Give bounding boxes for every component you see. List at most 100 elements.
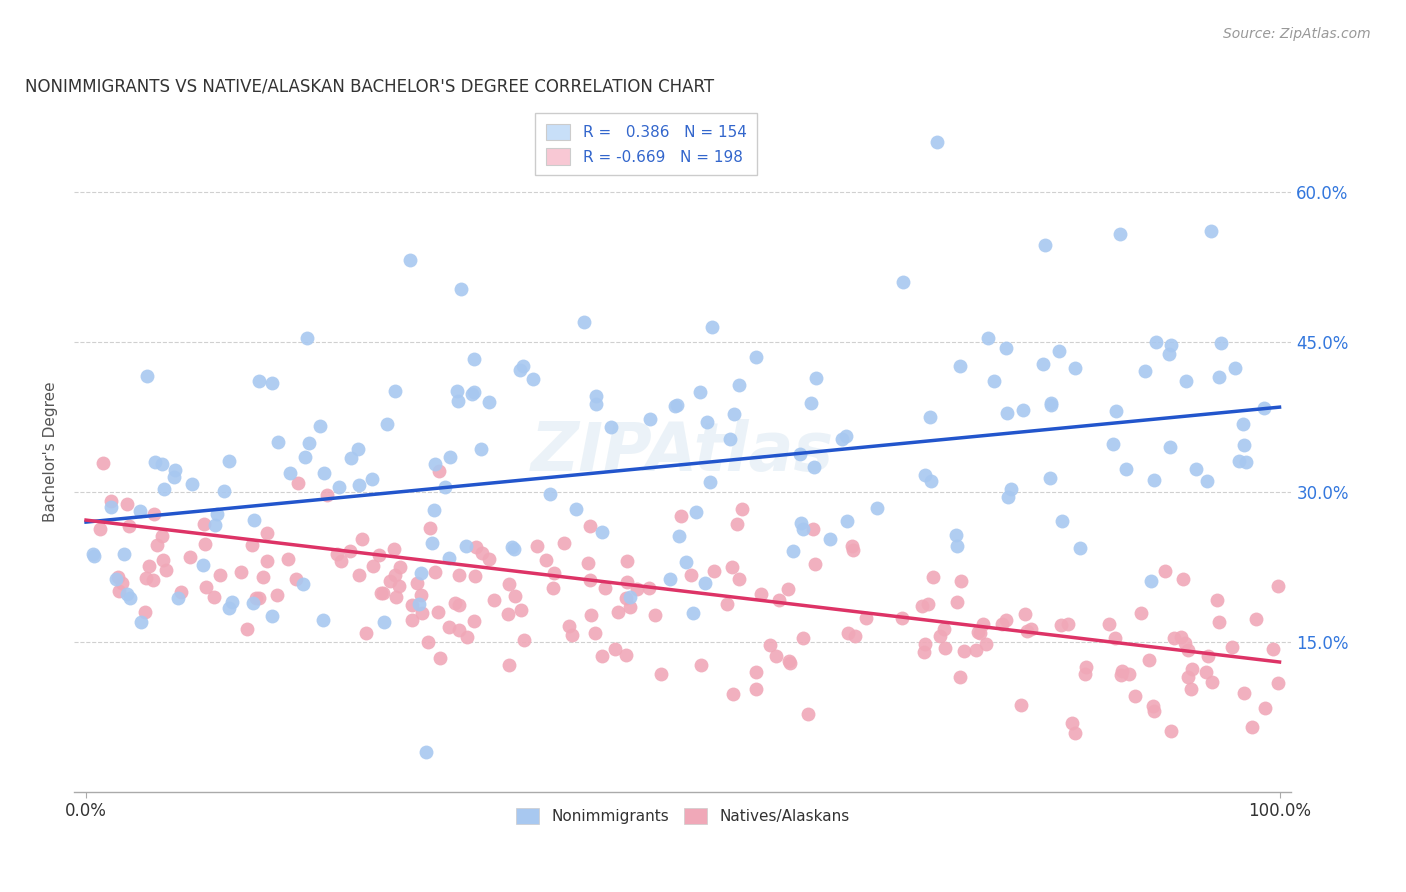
Point <box>243 512 266 526</box>
Point <box>478 551 501 566</box>
Point <box>1174 635 1197 649</box>
Point <box>583 625 606 640</box>
Point <box>914 637 936 651</box>
Point <box>1108 227 1130 241</box>
Point <box>152 482 174 496</box>
Point <box>427 605 450 619</box>
Point <box>1201 675 1223 690</box>
Point <box>1220 640 1243 655</box>
Point <box>131 615 153 629</box>
Point <box>1137 653 1160 667</box>
Point <box>614 648 637 663</box>
Point <box>696 415 718 429</box>
Point <box>108 584 131 599</box>
Point <box>240 538 263 552</box>
Point <box>591 524 613 539</box>
Point <box>720 559 742 574</box>
Point <box>950 574 973 589</box>
Point <box>669 509 692 524</box>
Point <box>449 623 471 637</box>
Point <box>513 633 536 648</box>
Point <box>844 629 866 643</box>
Point <box>918 409 941 424</box>
Point <box>689 385 711 400</box>
Point <box>1074 660 1097 674</box>
Point <box>484 592 506 607</box>
Point <box>447 598 470 612</box>
Y-axis label: Bachelor's Degree: Bachelor's Degree <box>44 382 58 523</box>
Point <box>135 571 157 585</box>
Point <box>965 643 987 657</box>
Point <box>932 623 955 637</box>
Point <box>107 570 129 584</box>
Point <box>778 654 800 668</box>
Point <box>439 450 461 465</box>
Point <box>463 351 485 366</box>
Point <box>150 529 173 543</box>
Point <box>574 315 596 329</box>
Point <box>831 433 853 447</box>
Point <box>721 687 744 701</box>
Point <box>295 331 318 345</box>
Point <box>759 638 782 652</box>
Point <box>115 587 138 601</box>
Point <box>247 374 270 388</box>
Point <box>284 572 307 586</box>
Point <box>456 631 478 645</box>
Point <box>565 501 588 516</box>
Point <box>463 384 485 399</box>
Point <box>478 394 501 409</box>
Point <box>679 568 702 582</box>
Point <box>115 497 138 511</box>
Point <box>1118 667 1140 681</box>
Point <box>229 565 252 579</box>
Point <box>891 276 914 290</box>
Point <box>789 516 811 530</box>
Point <box>917 598 939 612</box>
Point <box>922 570 945 584</box>
Point <box>1195 665 1218 680</box>
Point <box>997 490 1019 504</box>
Point <box>606 606 628 620</box>
Point <box>727 573 749 587</box>
Point <box>1060 716 1083 731</box>
Point <box>82 547 104 561</box>
Point <box>806 371 828 385</box>
Point <box>1144 334 1167 349</box>
Point <box>1233 686 1256 700</box>
Point <box>834 429 856 443</box>
Point <box>1014 607 1036 622</box>
Point <box>1039 396 1062 410</box>
Point <box>914 468 936 483</box>
Point <box>579 573 602 587</box>
Point <box>974 637 997 651</box>
Point <box>553 535 575 549</box>
Point <box>373 615 395 629</box>
Point <box>450 282 472 296</box>
Point <box>619 591 641 605</box>
Point <box>718 432 741 446</box>
Point <box>579 608 602 623</box>
Point <box>1177 670 1199 684</box>
Point <box>1140 574 1163 588</box>
Point <box>252 570 274 584</box>
Point <box>361 472 384 486</box>
Point <box>202 590 225 604</box>
Text: ZIPAtlas: ZIPAtlas <box>531 419 834 485</box>
Point <box>388 579 411 593</box>
Point <box>927 135 949 149</box>
Point <box>204 517 226 532</box>
Point <box>163 462 186 476</box>
Point <box>576 556 599 570</box>
Point <box>454 539 477 553</box>
Point <box>470 442 492 456</box>
Point <box>1254 701 1277 715</box>
Point <box>498 577 520 591</box>
Point <box>543 581 565 595</box>
Point <box>136 369 159 384</box>
Point <box>405 576 427 591</box>
Point <box>837 626 859 640</box>
Point <box>496 607 519 621</box>
Point <box>1177 643 1199 657</box>
Point <box>616 554 638 568</box>
